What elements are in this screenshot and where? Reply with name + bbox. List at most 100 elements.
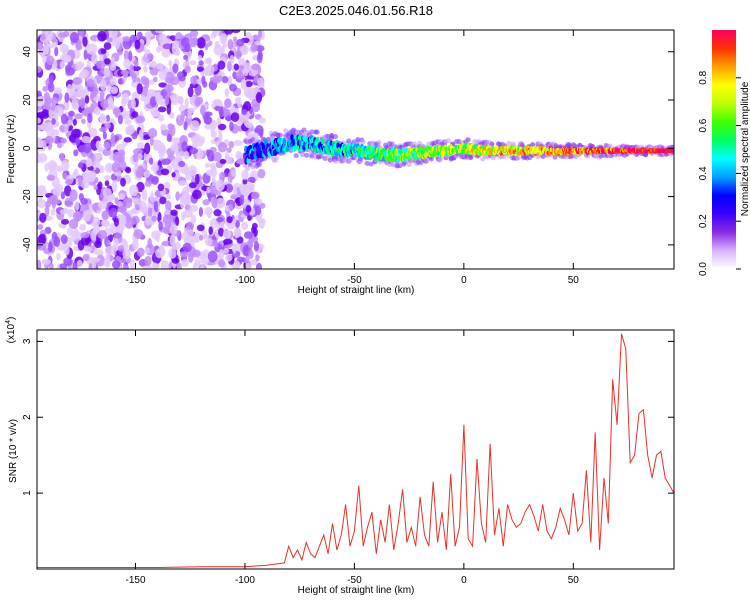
heatmap-cell: [83, 141, 92, 154]
heatmap-cell: [251, 222, 258, 230]
heatmap-cell: [123, 50, 129, 61]
heatmap-cell: [144, 247, 151, 254]
heatmap-cell: [87, 127, 98, 138]
heatmap-cell: [428, 156, 434, 162]
snr-y-multiplier-close: ): [6, 317, 17, 320]
heatmap-cell: [189, 147, 199, 155]
heatmap-cell: [128, 184, 139, 197]
spectrogram-y-label: Frequency (Hz): [6, 115, 17, 184]
heatmap-cell: [151, 163, 159, 172]
heatmap-cell: [133, 59, 139, 68]
heatmap-cell: [110, 86, 119, 94]
heatmap-cell: [169, 112, 175, 119]
heatmap-cell: [193, 237, 200, 243]
heatmap-cell: [72, 261, 78, 269]
heatmap-cell: [227, 75, 233, 88]
heatmap-cell: [199, 265, 205, 269]
heatmap-cell: [194, 173, 200, 185]
heatmap-cell: [202, 199, 210, 206]
heatmap-cell: [165, 200, 172, 212]
spectrogram-frame: [36, 29, 675, 270]
heatmap-cell: [222, 229, 232, 239]
heatmap-cell: [78, 72, 88, 79]
snr-frame: [36, 329, 675, 570]
heatmap-cell: [223, 247, 230, 254]
snr-y-multiplier-exp: 4: [5, 320, 12, 324]
heatmap-cell: [83, 49, 88, 60]
heatmap-cell: [109, 207, 118, 218]
heatmap-cell: [131, 111, 139, 119]
heatmap-cell: [97, 30, 107, 42]
heatmap-cell: [164, 95, 169, 106]
heatmap-cell: [219, 33, 228, 45]
heatmap-cell: [232, 243, 237, 254]
heatmap-cell: [218, 259, 226, 268]
heatmap-cell: [161, 49, 170, 58]
heatmap-cell: [217, 123, 227, 131]
heatmap-cell: [446, 138, 452, 144]
heatmap-cell: [155, 248, 165, 259]
heatmap-cell: [51, 102, 56, 112]
heatmap-cell: [322, 155, 328, 161]
heatmap-cell: [161, 124, 167, 131]
heatmap-cell: [177, 180, 188, 186]
heatmap-cell: [138, 129, 144, 141]
colorbar-tick-label: 0.6: [698, 118, 709, 132]
snr-y-multiplier: (x104): [5, 317, 17, 344]
heatmap-cell: [100, 98, 110, 109]
heatmap-cell: [151, 262, 159, 269]
heatmap-cell: [244, 256, 250, 264]
heatmap-cell: [90, 257, 101, 263]
heatmap-cell: [241, 221, 249, 231]
heatmap-cell: [72, 76, 83, 85]
heatmap-cell: [94, 106, 101, 116]
heatmap-cell: [234, 228, 241, 238]
heatmap-cell: [229, 83, 238, 92]
heatmap-cell: [364, 160, 370, 166]
heatmap-cell: [86, 78, 95, 88]
heatmap-cell: [136, 142, 144, 149]
heatmap-cell: [221, 76, 229, 84]
heatmap-cell: [240, 78, 247, 90]
heatmap-cell: [424, 151, 429, 157]
heatmap-cell: [40, 34, 47, 40]
heatmap-cell: [37, 111, 47, 119]
heatmap-cell: [255, 254, 260, 262]
heatmap-cell: [206, 186, 211, 194]
heatmap-cell: [213, 209, 222, 217]
heatmap-cell: [182, 150, 190, 160]
heatmap-cell: [66, 227, 73, 236]
heatmap-cell: [181, 186, 189, 198]
heatmap-cell: [96, 60, 106, 70]
heatmap-cell: [109, 77, 117, 85]
heatmap-cell: [51, 118, 56, 125]
heatmap-cell: [38, 233, 46, 246]
snr-panel: -150 -100 -50 0 50 1 2 3 Height of straight li…: [5, 317, 675, 596]
spectrogram-x-label: Height of straight line (km): [298, 285, 415, 296]
heatmap-cell: [99, 90, 105, 101]
heatmap-cell: [218, 248, 225, 260]
heatmap-cell: [200, 105, 206, 116]
heatmap-cell: [144, 142, 151, 155]
heatmap-cell: [456, 139, 462, 145]
heatmap-cell: [59, 209, 68, 215]
heatmap-cell: [198, 234, 204, 241]
snr-y-tick-label: 3: [22, 338, 33, 344]
heatmap-cell: [122, 248, 131, 260]
heatmap-cell: [253, 241, 260, 252]
heatmap-cell: [97, 181, 103, 190]
heatmap-cell: [465, 137, 471, 143]
heatmap-cell: [129, 259, 136, 269]
heatmap-cell: [73, 211, 83, 222]
heatmap-cell: [320, 138, 325, 145]
heatmap-cell: [100, 48, 107, 54]
heatmap-cell: [142, 265, 153, 269]
heatmap-cell: [73, 228, 80, 237]
heatmap-cell: [259, 202, 266, 209]
heatmap-cell: [224, 88, 230, 98]
heatmap-cell: [181, 258, 189, 267]
heatmap-cell: [108, 30, 118, 39]
heatmap-cell: [64, 197, 74, 208]
heatmap-cell: [37, 105, 43, 112]
